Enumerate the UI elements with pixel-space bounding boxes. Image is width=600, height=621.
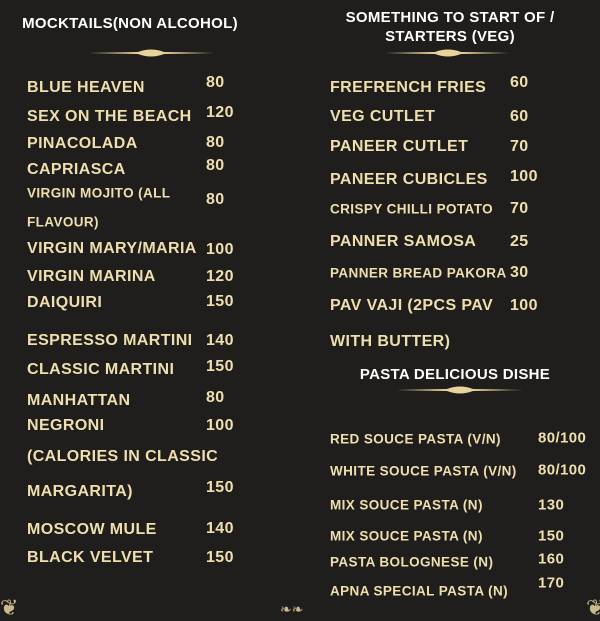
starters-heading-line2: STARTERS (VEG) [385, 28, 515, 45]
ornament-divider [88, 49, 214, 57]
menu-item-price: 100 [510, 297, 538, 314]
menu-item-price: 160 [538, 550, 565, 568]
menu-item-price: 80 [206, 157, 225, 174]
menu-item-price: 80/100 [538, 429, 587, 447]
menu-item-price: 170 [538, 574, 565, 592]
menu-item-price: 150 [206, 549, 234, 566]
menu-item-name: CLASSIC MARTINI [27, 361, 175, 378]
menu-item-name: CRISPY CHILLI POTATO [330, 201, 494, 217]
menu-item-name: PINACOLADA [27, 135, 138, 152]
menu-item-price: 150 [206, 358, 234, 375]
mocktails-heading: MOCKTAILS(NON ALCOHOL) [22, 15, 238, 32]
menu-item-name: MIX SOUCE PASTA (N) [330, 497, 483, 513]
menu-item-name: PANNER SAMOSA [330, 233, 477, 250]
menu-item-name: VEG CUTLET [330, 108, 436, 125]
menu-item-price: 130 [538, 496, 565, 514]
swirl-ornament: ❦ [0, 596, 19, 621]
menu-item-name: VIRGIN MARINA [27, 268, 156, 285]
starters-heading: SOMETHING TO START OF / STARTERS (VEG) [320, 8, 580, 46]
ornament-divider [397, 386, 523, 394]
swirl-ornament: ❧❧ [280, 602, 304, 618]
menu-item-name: (CALORIES IN CLASSIC [27, 448, 219, 465]
menu-item-price: 150 [538, 527, 565, 545]
menu-item-name: PANEER CUBICLES [330, 171, 488, 188]
menu-item-price: 80 [206, 389, 225, 406]
starters-heading-line1: SOMETHING TO START OF / [345, 9, 555, 26]
menu-item-price: 140 [206, 520, 234, 537]
menu-item-name: PAV VAJI (2PCS PAV [330, 297, 494, 314]
menu-item-name: VIRGIN MOJITO (ALL [27, 185, 171, 201]
menu-item-name: WITH BUTTER) [330, 333, 451, 350]
menu-item-price: 25 [510, 233, 529, 250]
menu-item-name: RED SOUCE PASTA (V/N) [330, 431, 501, 447]
menu-item-price: 60 [510, 108, 529, 125]
menu-item-name: PANEER CUTLET [330, 138, 469, 155]
menu-item-price: 30 [510, 264, 529, 281]
menu-item-price: 60 [510, 74, 529, 91]
menu-item-name: MANHATTAN [27, 392, 131, 409]
menu-item-price: 150 [206, 479, 234, 496]
menu-item-price: 80 [206, 191, 225, 208]
swirl-ornament: ❦ [586, 596, 600, 621]
menu-item-name: BLUE HEAVEN [27, 79, 145, 96]
menu-item-name: MOSCOW MULE [27, 521, 157, 538]
menu-item-price: 140 [206, 332, 234, 349]
menu-item-price: 100 [206, 417, 234, 434]
menu-item-price: 150 [206, 293, 234, 310]
menu-item-price: 70 [510, 138, 529, 155]
menu-item-name: DAIQUIRI [27, 294, 103, 311]
menu-item-name: MIX SOUCE PASTA (N) [330, 528, 483, 544]
menu-item-price: 80 [206, 134, 225, 151]
menu-item-price: 120 [206, 104, 234, 121]
menu-item-name: FLAVOUR) [27, 214, 99, 230]
menu-item-name: BLACK VELVET [27, 549, 154, 566]
menu-item-name: CAPRIASCA [27, 161, 126, 178]
menu-item-price: 120 [206, 268, 234, 285]
menu-item-price: 80/100 [538, 461, 587, 479]
ornament-divider [385, 49, 511, 57]
pasta-heading: PASTA DELICIOUS DISHE [359, 366, 551, 383]
menu-item-price: 100 [510, 168, 538, 185]
menu-item-price: 80 [206, 74, 225, 91]
menu-item-name: ESPRESSO MARTINI [27, 332, 193, 349]
menu-item-name: PASTA BOLOGNESE (N) [330, 554, 494, 570]
menu-item-price: 70 [510, 200, 529, 217]
menu-item-name: SEX ON THE BEACH [27, 108, 192, 125]
menu-item-price: 100 [206, 241, 234, 258]
menu-item-name: WHITE SOUCE PASTA (V/N) [330, 463, 517, 479]
menu-item-name: PANNER BREAD PAKORA [330, 265, 507, 281]
menu-item-name: MARGARITA) [27, 483, 133, 500]
menu-item-name: APNA SPECIAL PASTA (N) [330, 583, 509, 599]
menu-item-name: VIRGIN MARY/MARIA [27, 240, 197, 257]
menu-item-name: NEGRONI [27, 417, 105, 434]
menu-item-name: FREFRENCH FRIES [330, 79, 487, 96]
